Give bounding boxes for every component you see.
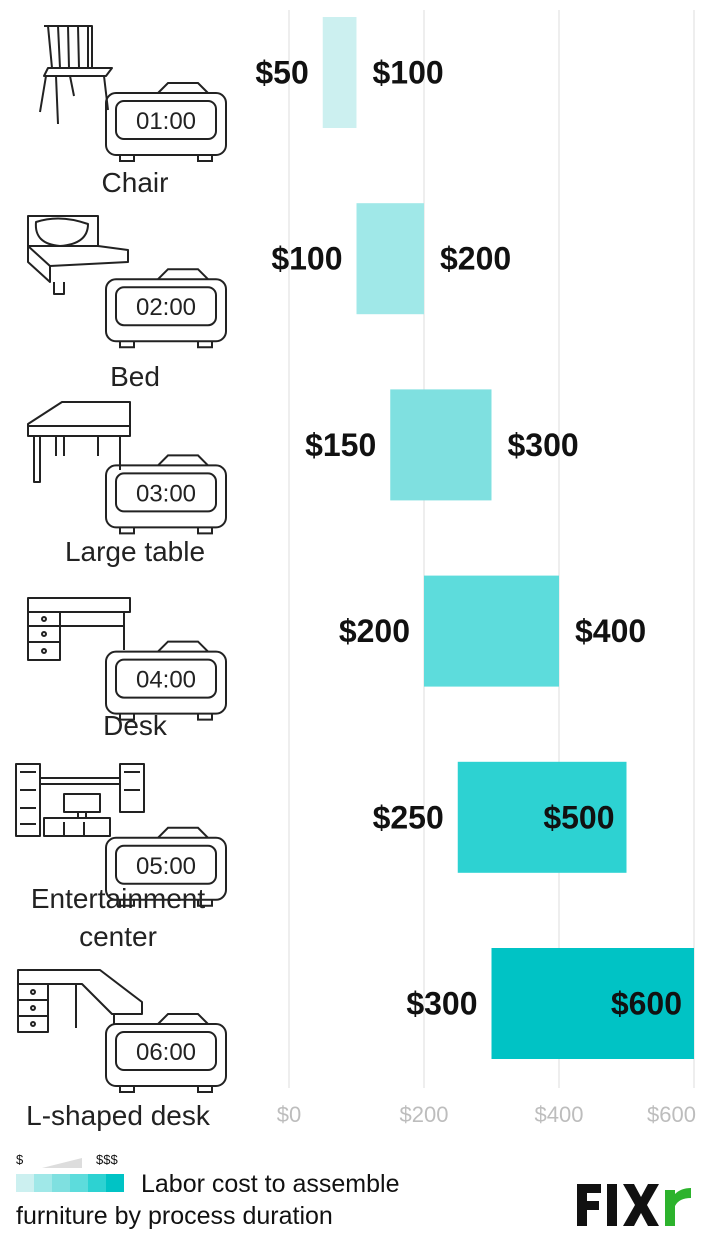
bar-high-label: $400 [575,613,646,649]
x-tick-label: $200 [400,1102,449,1127]
bar-high-label: $600 [611,986,682,1022]
bars: $50 $100 $100 $200 $150 $300 $200 $400 $250 $500 $… [255,17,694,1059]
alarm-clock-icon: 03:00 [105,454,227,535]
clock-feet [119,1086,213,1093]
chart: $0 $200 $400 $600 $50 $100 $100 $200 $150 $300 $2… [15,10,696,1127]
legend-line-1: Labor cost to assemble [141,1170,400,1198]
clocks: 01:00 02:00 03:00 04:00 05:00 06:00 [105,82,227,1093]
bar-high-label: $100 [373,55,444,91]
bar [390,389,492,501]
bar-low-label: $250 [373,799,444,835]
clock-duration: 04:00 [136,667,196,694]
bar-low-label: $100 [271,241,342,277]
bar-high-label: $200 [440,241,511,277]
clock-screen [115,844,217,885]
alarm-clock-icon: 05:00 [105,826,227,907]
legend: $ $$$ Labor cost to assemble furniture b… [16,1152,576,1232]
alarm-clock-icon: 04:00 [105,640,227,721]
grid-lines: $0 $200 $400 $600 [277,10,696,1127]
bar-low-label: $50 [255,55,308,91]
bed-icon [27,215,129,295]
clock-feet [119,713,213,721]
x-tick-label: $600 [647,1102,696,1127]
clock-duration: 03:00 [136,480,196,507]
large-table-label: Large table [64,536,206,567]
legend-high-symbol: $$$ [96,1152,118,1167]
clock-feet [119,899,213,907]
clock-duration: 01:00 [136,108,196,135]
legend-swatch [70,1174,88,1192]
bar [322,17,357,128]
clock-feet [119,341,213,349]
clock-screen [115,658,217,699]
clock-screen [115,100,217,140]
clock-feet [119,527,213,535]
bar [424,575,559,687]
clock-top-button [157,640,209,653]
alarm-clock-icon: 06:00 [105,1013,227,1093]
alarm-clock-icon: 02:00 [105,268,227,349]
clock-duration: 06:00 [136,1039,196,1066]
x-tick-label: $0 [277,1102,301,1127]
alarm-clock-icon: 01:00 [105,82,227,162]
clock-duration: 05:00 [136,853,196,880]
chair-label: Chair [101,167,169,198]
legend-swatch [106,1174,124,1192]
bar [356,203,424,315]
clock-top-button [157,82,209,94]
x-tick-label: $400 [535,1102,584,1127]
clock-screen [115,1031,217,1071]
bar [457,761,627,873]
fixr-logo [577,1184,691,1226]
entertainment-center-label-line1: Entertainment [30,883,206,914]
clock-top-button [157,268,209,280]
chair-icon [39,25,113,125]
desk-label: Desk [103,710,167,741]
bed-label: Bed [110,361,160,392]
legend-swatch [16,1174,34,1192]
bar-high-label: $300 [508,427,579,463]
clock-top-button [157,1013,209,1025]
clock-screen [115,286,217,327]
legend-swatch [34,1174,52,1192]
legend-low-symbol: $ [16,1152,24,1167]
l-shaped-desk-label: L-shaped desk [26,1100,210,1131]
entertainment-center-icon [15,763,145,837]
table-icon [27,401,131,483]
clock-top-button [157,454,209,467]
desk-icon [27,597,131,661]
entertainment-center-label-line2: center [79,921,157,952]
clock-screen [115,472,217,513]
legend-swatch [52,1174,70,1192]
clock-feet [119,155,213,162]
furniture-icons [15,25,145,1033]
bar-low-label: $200 [339,613,410,649]
legend-line-2: furniture by process duration [16,1202,333,1230]
legend-swatch [88,1174,106,1192]
legend-ramp-icon [42,1158,82,1168]
bar-low-label: $150 [305,427,376,463]
clock-top-button [157,826,209,839]
l-shaped-desk-icon [17,969,143,1033]
clock-duration: 02:00 [136,294,196,321]
bar-high-label: $500 [543,799,614,835]
bar [491,948,694,1059]
bar-low-label: $300 [406,986,477,1022]
